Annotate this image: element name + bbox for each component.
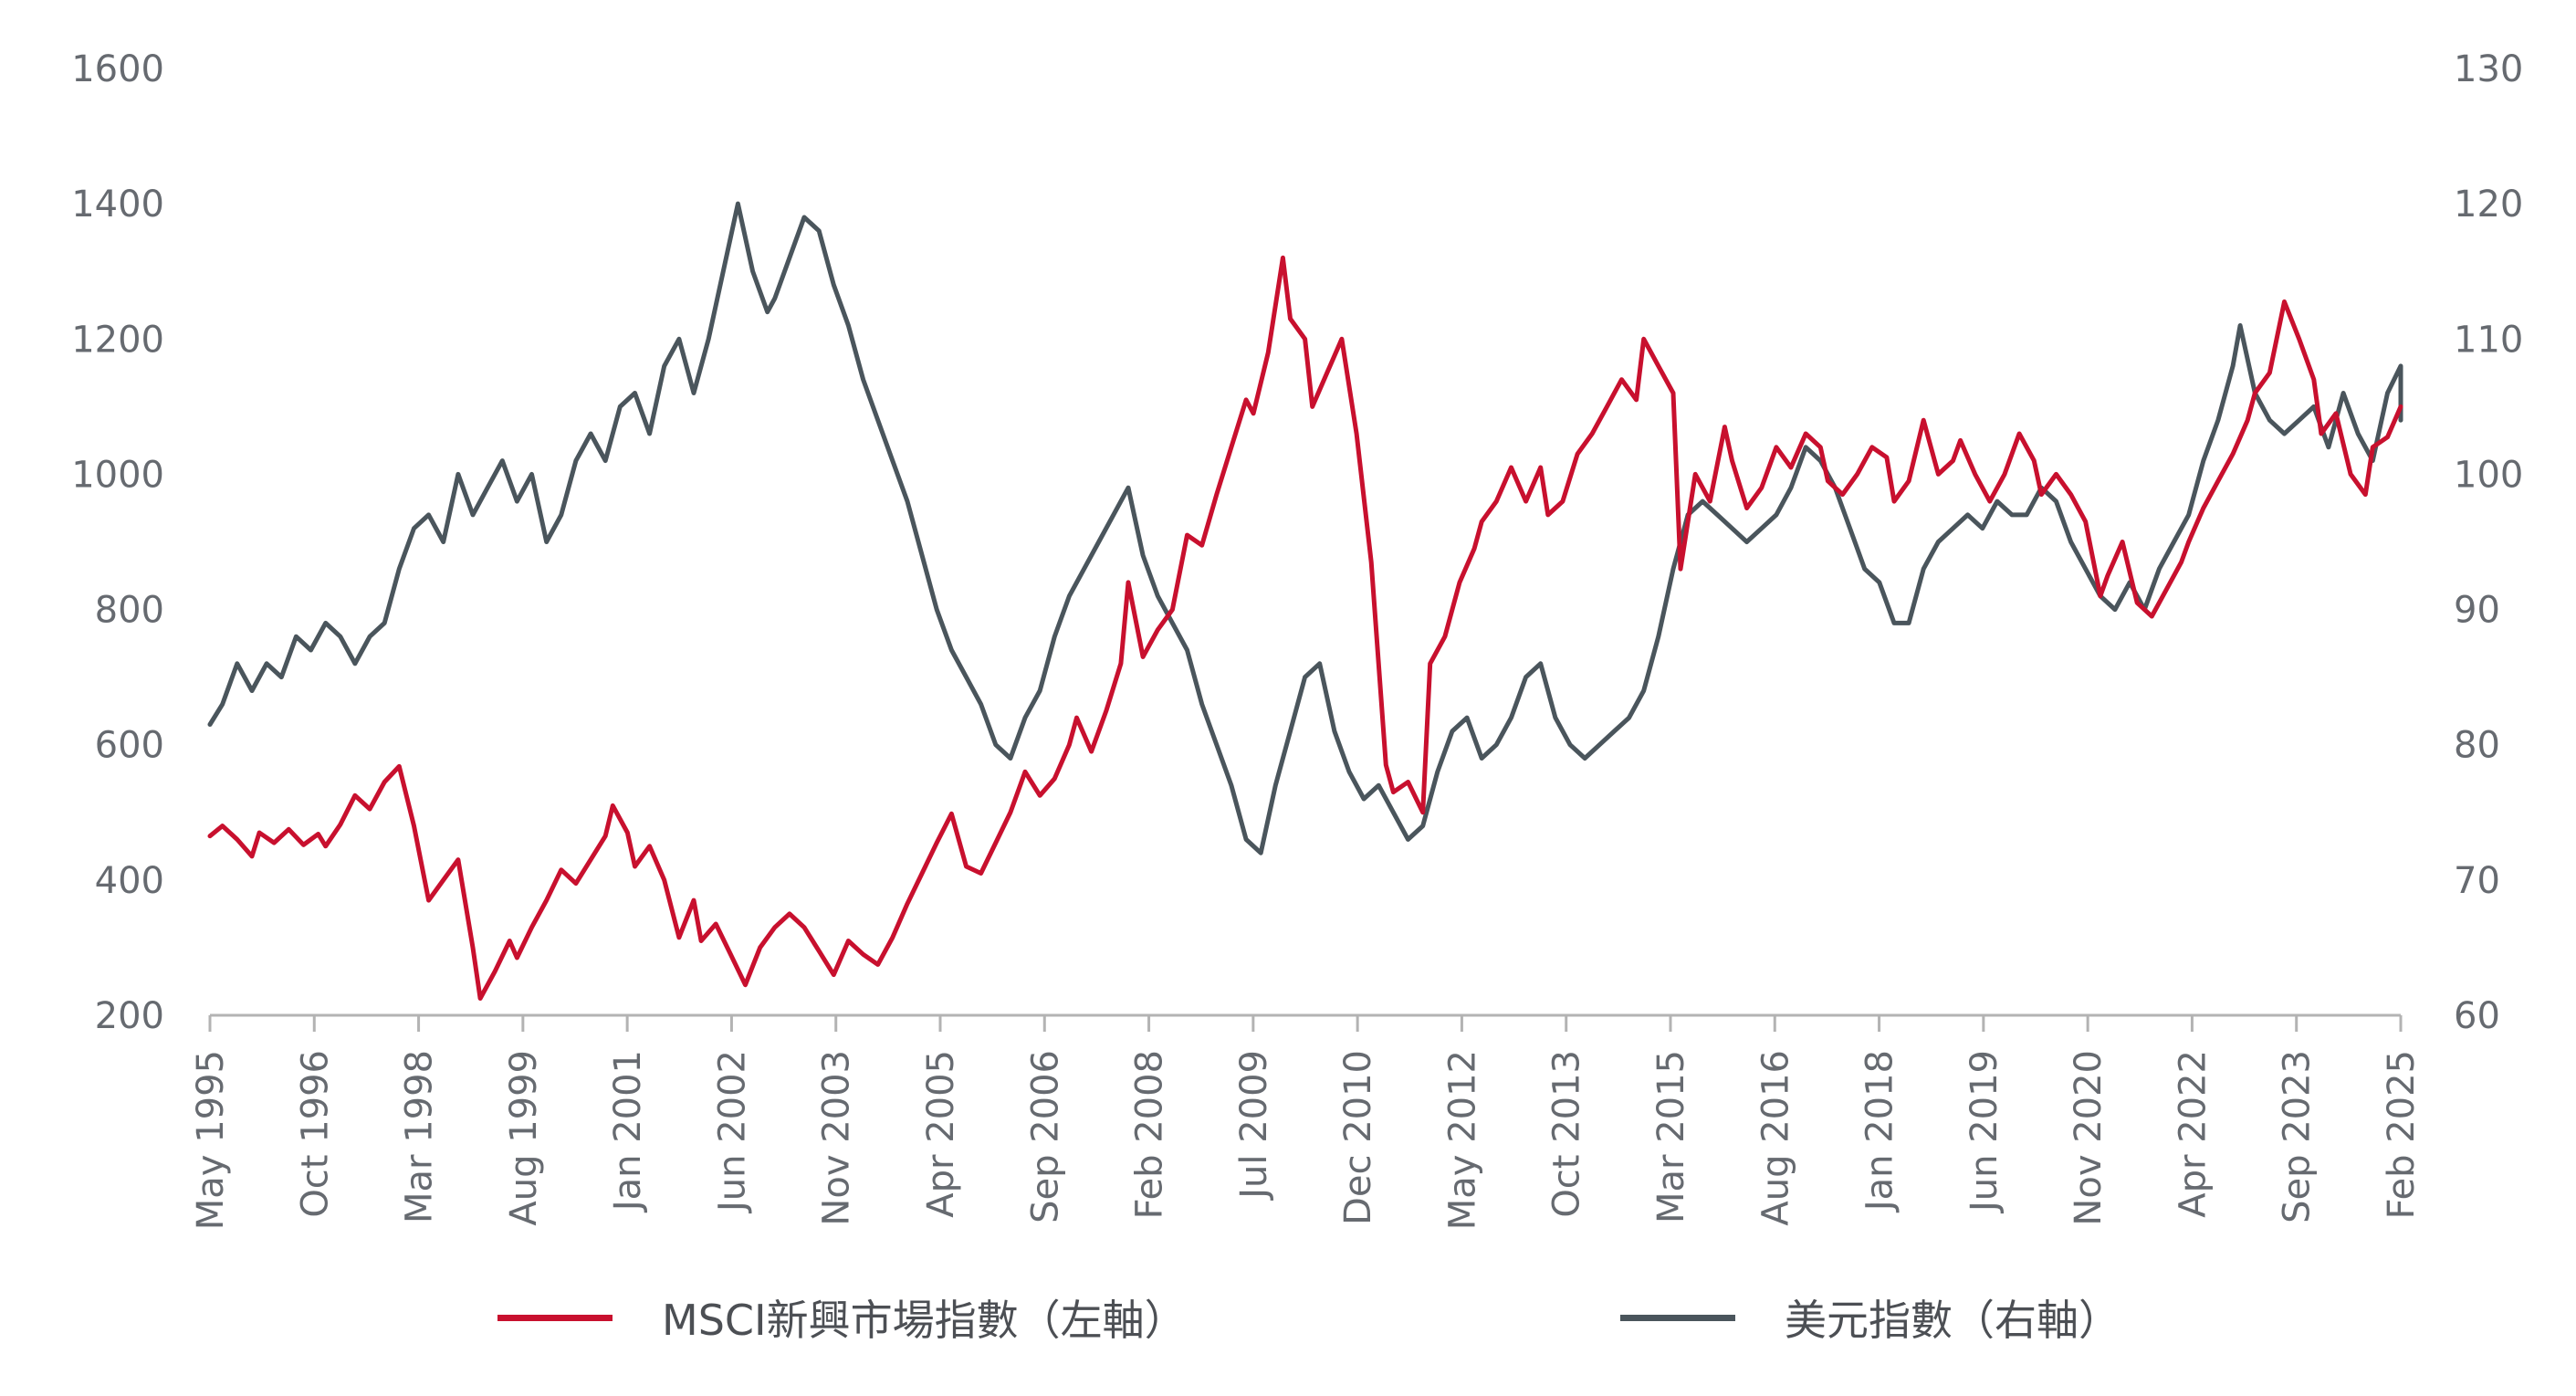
x-tick-label: Jun 2002 bbox=[711, 1050, 753, 1214]
x-tick-label: May 1995 bbox=[190, 1050, 232, 1230]
right-y-tick-label: 90 bbox=[2454, 590, 2500, 632]
right-y-tick-label: 110 bbox=[2454, 319, 2523, 361]
x-tick-label: Mar 2015 bbox=[1650, 1050, 1692, 1223]
legend-item-msci: MSCI新興市場指數（左軸） bbox=[497, 1287, 1187, 1348]
right-y-tick-label: 70 bbox=[2454, 860, 2500, 902]
series-layer bbox=[207, 201, 2403, 1001]
x-tick-label: Sep 2006 bbox=[1024, 1050, 1066, 1223]
legend-label-usd: 美元指數（右軸） bbox=[1785, 1296, 2120, 1345]
msci-em-index-line bbox=[207, 255, 2403, 1001]
legend-item-usd: 美元指數（右軸） bbox=[1620, 1287, 2120, 1348]
x-tick-label: Apr 2022 bbox=[2172, 1050, 2214, 1218]
legend-swatch-msci bbox=[497, 1314, 613, 1321]
x-tick-label: Nov 2003 bbox=[816, 1050, 858, 1226]
x-axis-ticks: May 1995 Oct 1996 Mar 1998 Aug 1999 Jan 2001… bbox=[190, 1015, 2423, 1230]
left-y-tick-label: 800 bbox=[95, 590, 164, 632]
us-dollar-index-line bbox=[207, 201, 2403, 855]
x-tick-label: Oct 2013 bbox=[1546, 1050, 1588, 1218]
x-tick-label: Feb 2008 bbox=[1129, 1050, 1171, 1219]
x-tick-label: Jun 2019 bbox=[1963, 1050, 2005, 1214]
x-tick-label: Aug 1999 bbox=[503, 1050, 545, 1226]
x-tick-label: Dec 2010 bbox=[1337, 1050, 1379, 1225]
right-y-tick-label: 60 bbox=[2454, 995, 2500, 1037]
legend-swatch-usd bbox=[1620, 1314, 1735, 1321]
x-tick-label: Feb 2025 bbox=[2381, 1050, 2423, 1219]
left-y-tick-label: 200 bbox=[95, 995, 164, 1037]
x-tick-label: Aug 2016 bbox=[1754, 1050, 1796, 1226]
x-tick-label: Jan 2001 bbox=[607, 1050, 649, 1213]
right-y-tick-label: 100 bbox=[2454, 454, 2523, 496]
x-tick-label: Sep 2023 bbox=[2277, 1050, 2319, 1223]
x-tick-label: Oct 1996 bbox=[294, 1050, 336, 1218]
right-y-tick-label: 130 bbox=[2454, 48, 2523, 90]
left-y-tick-label: 400 bbox=[95, 860, 164, 902]
x-tick-label: Nov 2020 bbox=[2068, 1050, 2110, 1226]
right-y-tick-label: 120 bbox=[2454, 184, 2523, 226]
left-y-tick-label: 1600 bbox=[71, 48, 164, 90]
right-y-tick-label: 80 bbox=[2454, 725, 2500, 767]
left-y-tick-label: 600 bbox=[95, 725, 164, 767]
x-tick-label: May 2012 bbox=[1441, 1050, 1483, 1230]
right-y-axis-ticks: 130 120 110 100 90 80 70 60 bbox=[2454, 48, 2523, 1037]
x-tick-label: Jan 2018 bbox=[1859, 1050, 1901, 1213]
x-tick-label: Apr 2005 bbox=[920, 1050, 962, 1218]
left-y-tick-label: 1400 bbox=[71, 184, 164, 226]
x-tick-label: Jul 2009 bbox=[1233, 1050, 1275, 1202]
left-y-tick-label: 1200 bbox=[71, 319, 164, 361]
left-y-axis-ticks: 1600 1400 1200 1000 800 600 400 200 bbox=[71, 48, 164, 1037]
left-y-tick-label: 1000 bbox=[71, 454, 164, 496]
x-tick-label: Mar 1998 bbox=[399, 1050, 441, 1223]
legend-label-msci: MSCI新興市場指數（左軸） bbox=[662, 1296, 1187, 1345]
